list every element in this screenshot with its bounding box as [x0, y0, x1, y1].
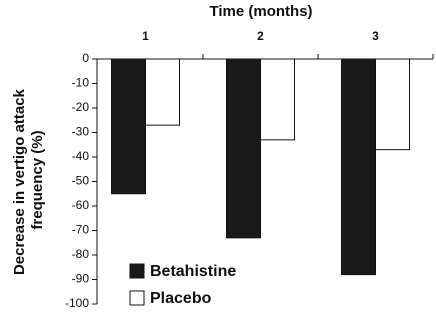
legend-label: Placebo — [150, 290, 212, 307]
legend-swatch — [129, 290, 145, 306]
y-tick-label: -40 — [72, 149, 90, 163]
y-axis-label-line: Decrease in vertigo attack — [11, 88, 28, 275]
y-tick-label: -20 — [72, 100, 90, 114]
legend-label: Betahistine — [150, 263, 236, 280]
y-tick-label: -10 — [72, 76, 90, 90]
y-tick-label: -90 — [72, 272, 90, 286]
bar — [145, 58, 180, 126]
y-tick-label: -100 — [65, 296, 89, 310]
bar — [260, 58, 295, 141]
bar — [226, 58, 261, 239]
legend-swatch — [129, 263, 145, 279]
chart-title: Time (months) — [209, 3, 312, 20]
y-tick-label: -30 — [72, 125, 90, 139]
x-tick-label: 3 — [372, 29, 379, 43]
x-tick-label: 1 — [142, 29, 149, 43]
y-tick-label: -50 — [72, 174, 90, 188]
y-tick-label: -60 — [72, 198, 90, 212]
y-axis-label: Decrease in vertigo attack frequency (%) — [11, 85, 46, 275]
x-tick-label: 2 — [257, 29, 264, 43]
y-tick-label: 0 — [82, 51, 89, 65]
bar — [111, 58, 146, 195]
y-tick-label: -80 — [72, 247, 90, 261]
y-axis-label-line: frequency (%) — [29, 130, 46, 229]
bar — [341, 58, 376, 276]
y-tick-label: -70 — [72, 223, 90, 237]
bar — [375, 58, 410, 151]
